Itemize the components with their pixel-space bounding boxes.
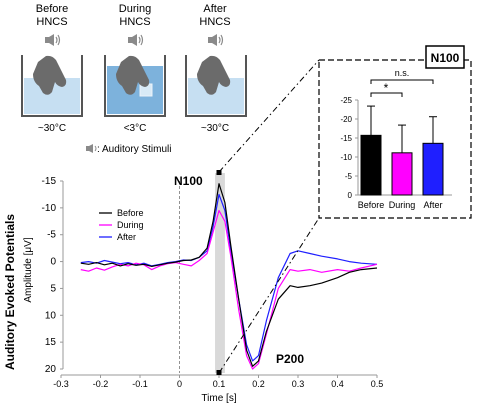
inset-bars	[360, 105, 444, 196]
x-tick-label: 0.2	[252, 379, 265, 389]
y-axis-title: Auditory Evoked Potentials	[3, 214, 17, 370]
x-ticks: -0.3 -0.2 -0.1 0 0.1 0.2 0.3 0.4 0.5	[53, 375, 383, 389]
inset-title-box	[425, 45, 465, 69]
y-ticks: -15 -10 -5 0 5 10 15 20	[42, 176, 63, 375]
inset-y-tick-label: -25	[340, 96, 352, 105]
x-tick-label: -0.3	[53, 379, 69, 389]
speaker-icon	[86, 144, 97, 153]
hand-icon	[33, 55, 67, 95]
y-tick-label: -10	[42, 203, 57, 214]
x-axis-title: Time [s]	[201, 393, 236, 404]
x-tick-label: -0.1	[132, 379, 148, 389]
legend-label-before: Before	[117, 208, 144, 218]
y-tick-label: -15	[42, 176, 57, 187]
series-line-during	[80, 209, 378, 370]
sig-bracket-line-star	[370, 92, 403, 97]
series-lines	[80, 183, 378, 370]
inset-bar-during	[391, 152, 413, 196]
n100-shaded-window	[215, 173, 225, 373]
condition-after-title-line2: HNCS	[199, 16, 230, 28]
x-tick-label: -0.2	[93, 379, 109, 389]
x-tick-label: 0.3	[292, 379, 305, 389]
condition-during-title-line1: During	[119, 3, 151, 15]
sig-bracket-before-after: n.s.	[370, 68, 434, 84]
inset-bar-before	[360, 134, 382, 196]
condition-panel-after: After HNCS ~30°C	[185, 3, 247, 134]
x-tick-label: 0	[177, 379, 182, 389]
inset-y-tick-label: 0	[348, 191, 353, 200]
condition-before-temp: ~30°C	[38, 123, 66, 134]
stimulus-legend: : Auditory Stimuli	[86, 144, 171, 155]
inset-title: N100	[431, 51, 460, 65]
connector-marker-top	[216, 170, 222, 175]
container-after	[185, 55, 247, 117]
condition-panel-before: Before HNCS ~30°C	[21, 3, 83, 134]
stimulus-legend-label: : Auditory Stimuli	[97, 144, 171, 155]
legend-label-after: After	[117, 232, 136, 242]
y-tick-label: 0	[50, 257, 56, 268]
speaker-icon	[128, 34, 144, 46]
n100-annotation: N100	[174, 174, 203, 188]
inset-bar-after	[422, 142, 444, 196]
inset-category-labels: Before During After	[358, 200, 443, 210]
hand-icon	[197, 55, 231, 95]
legend-label-during: During	[117, 220, 144, 230]
y-tick-label: -5	[47, 230, 56, 241]
chart-legend: Before During After	[99, 208, 144, 242]
zoom-connector-top	[218, 59, 320, 173]
y-tick-label: 10	[45, 310, 57, 321]
y-axis-unit-label: Amplitude [μV]	[23, 237, 34, 302]
condition-after-title-line1: After	[203, 3, 227, 15]
p200-annotation: P200	[276, 352, 304, 366]
condition-during-title-line2: HNCS	[119, 16, 150, 28]
condition-panel-during: During HNCS <3°C	[104, 3, 166, 134]
sig-bracket-before-during: *	[370, 81, 403, 97]
x-tick-label: 0.4	[331, 379, 344, 389]
condition-before-title-line1: Before	[36, 3, 68, 15]
inset-category-label: After	[423, 200, 442, 210]
container-before	[21, 55, 83, 117]
hand-icon	[116, 55, 150, 95]
container-during	[104, 55, 166, 117]
sig-label-star: *	[384, 81, 389, 95]
y-tick-label: 15	[45, 337, 57, 348]
speaker-icon	[208, 34, 224, 46]
x-tick-label: 0.5	[371, 379, 384, 389]
condition-before-title-line2: HNCS	[36, 16, 67, 28]
inset-y-tick-label: -10	[340, 153, 352, 162]
x-tick-label: 0.1	[213, 379, 226, 389]
y-tick-label: 5	[50, 283, 56, 294]
inset-panel: N100 -25 -20 -15 -10 -5 0 Before During After *…	[318, 45, 472, 219]
inset-y-tick-label: -5	[345, 172, 353, 181]
condition-after-temp: ~30°C	[201, 123, 229, 134]
inset-category-label: Before	[358, 200, 385, 210]
y-tick-label: 20	[45, 364, 57, 375]
speaker-icon	[45, 34, 61, 46]
connector-marker-bottom	[216, 370, 222, 375]
series-line-after	[80, 193, 378, 362]
inset-y-tick-label: -20	[340, 115, 352, 124]
inset-category-label: During	[389, 200, 416, 210]
series-line-before	[80, 183, 378, 367]
condition-during-temp: <3°C	[124, 123, 147, 134]
inset-y-tick-label: -15	[340, 134, 352, 143]
zoom-connector-bottom	[218, 217, 320, 374]
inset-y-ticks: -25 -20 -15 -10 -5 0	[340, 96, 358, 200]
sig-label-ns: n.s.	[395, 68, 410, 78]
sig-bracket-line-ns	[370, 79, 434, 84]
